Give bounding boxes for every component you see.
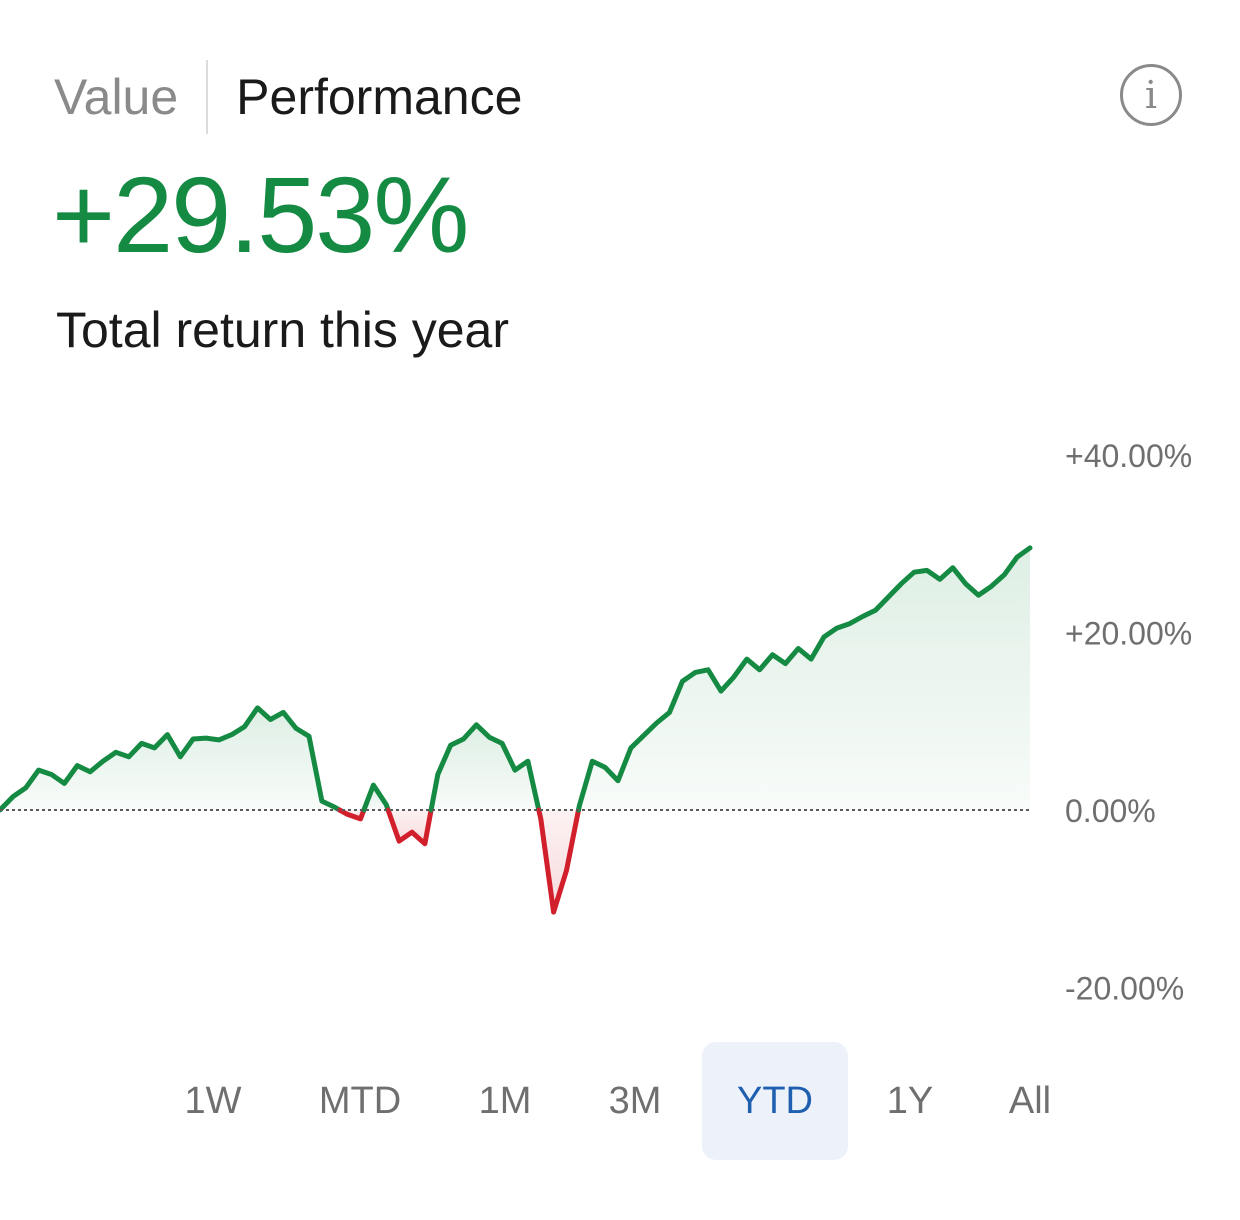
positive-line-segment-2 xyxy=(361,782,391,813)
range-1m-button[interactable]: 1M xyxy=(478,1079,532,1122)
positive-area-4 xyxy=(431,724,539,810)
range-selector: 1W MTD 1M 3M YTD 1Y All xyxy=(0,1042,1240,1160)
negative-line-segment-1 xyxy=(337,807,367,822)
total-return-caption: Total return this year xyxy=(56,302,509,358)
tab-value[interactable]: Value xyxy=(54,69,179,125)
positive-line-segment-4 xyxy=(428,722,542,813)
range-mtd-button[interactable]: MTD xyxy=(318,1079,402,1122)
y-tick-label: -20.00% xyxy=(1065,971,1184,1007)
range-3m-button[interactable]: 3M xyxy=(608,1079,662,1122)
total-return-value: +29.53% xyxy=(52,154,469,275)
positive-area-0 xyxy=(0,707,340,810)
tab-divider xyxy=(206,60,209,134)
chart-line xyxy=(0,545,1033,915)
positive-area-2 xyxy=(363,785,389,810)
range-1w-button[interactable]: 1W xyxy=(184,1079,242,1122)
info-circle-icon: i xyxy=(1144,73,1158,117)
chart-y-axis: +40.00% +20.00% 0.00% -20.00% xyxy=(0,438,1192,1007)
positive-line-segment-6 xyxy=(576,545,1033,813)
tab-performance[interactable]: Performance xyxy=(236,69,523,125)
range-ytd-button[interactable]: YTD xyxy=(702,1042,848,1160)
positive-area-6 xyxy=(578,547,1030,810)
negative-line-segment-3 xyxy=(385,807,434,847)
chart-area-fill xyxy=(0,547,1030,913)
view-tabs: Value Performance xyxy=(54,60,522,134)
positive-line-segment-0 xyxy=(0,705,343,813)
y-tick-label: +20.00% xyxy=(1065,616,1192,652)
range-1y-button[interactable]: 1Y xyxy=(886,1079,934,1122)
negative-area-5 xyxy=(538,810,579,913)
negative-line-segment-5 xyxy=(536,807,581,915)
info-button[interactable]: i xyxy=(1120,64,1182,126)
range-all-button[interactable]: All xyxy=(1008,1079,1052,1122)
y-tick-label: 0.00% xyxy=(1065,793,1156,829)
performance-chart[interactable]: +40.00% +20.00% 0.00% -20.00% xyxy=(0,420,1240,1030)
y-tick-label: +40.00% xyxy=(1065,438,1192,474)
